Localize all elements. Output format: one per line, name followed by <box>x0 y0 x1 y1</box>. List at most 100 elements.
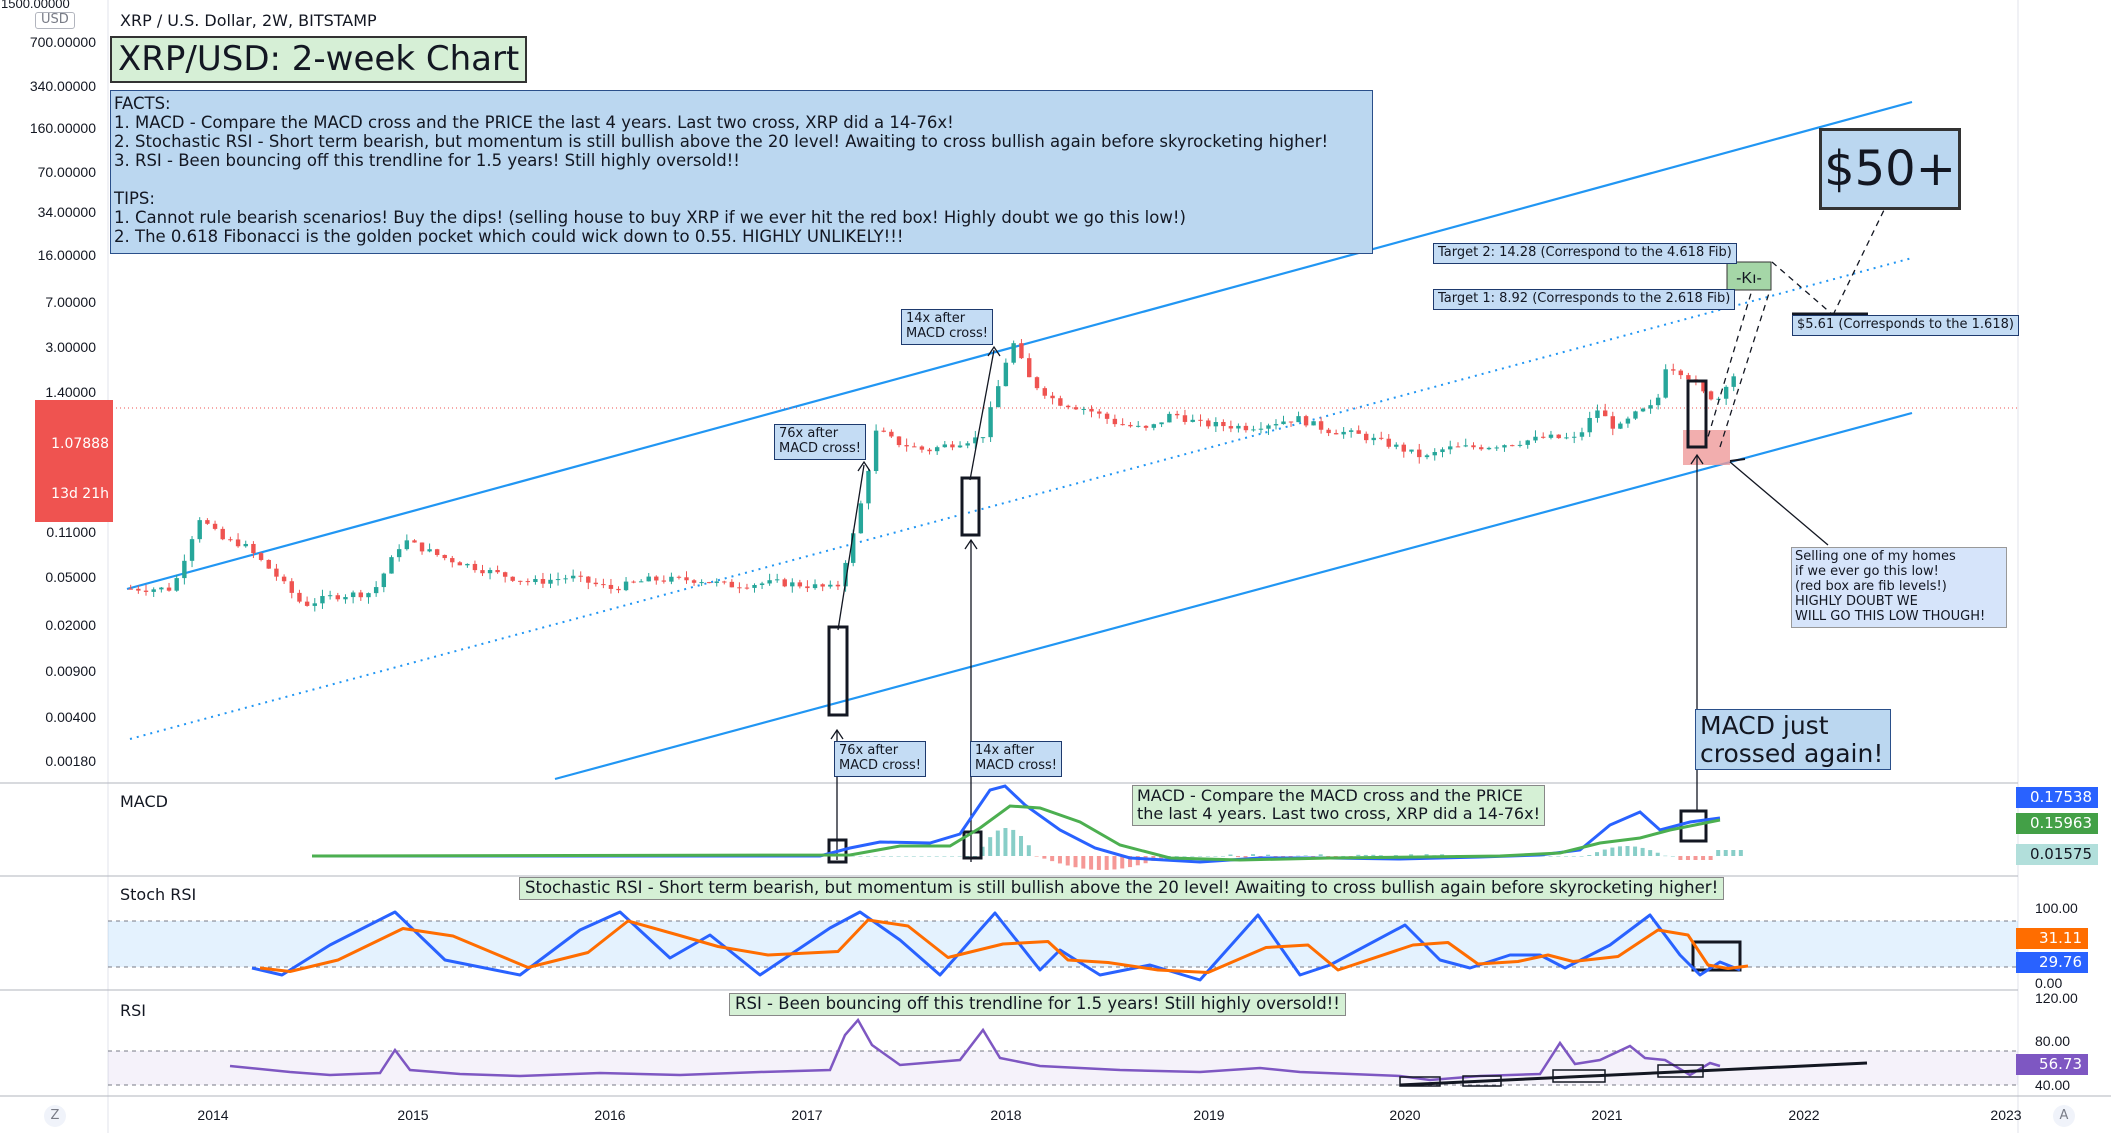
macd-pane-label[interactable]: MACD <box>120 792 168 811</box>
macd-histogram-bar <box>1104 856 1109 870</box>
candle-body <box>919 446 925 450</box>
candle-body <box>631 581 636 583</box>
candle-body <box>212 523 218 529</box>
candle-body <box>182 560 187 579</box>
candle-body <box>166 587 172 591</box>
time-axis-label: 2022 <box>1788 1107 1819 1123</box>
candle-body <box>412 540 417 543</box>
macd-value-tag: 0.17538 <box>2016 787 2098 809</box>
time-axis-label: 2015 <box>397 1107 428 1123</box>
candle-body <box>1533 436 1538 441</box>
macd-histogram-bar <box>1220 856 1225 857</box>
rsi-bounce-box <box>1462 1075 1502 1087</box>
macd-histogram-bar <box>1556 856 1561 857</box>
macd-note: MACD - Compare the MACD cross and the PR… <box>1132 785 1545 826</box>
time-axis-label: 2020 <box>1389 1107 1420 1123</box>
macd-histogram-bar <box>1281 856 1286 857</box>
candle-body <box>1440 449 1445 453</box>
candle-body <box>623 581 629 591</box>
macd-histogram-bar <box>1243 856 1248 858</box>
macd-histogram-bar <box>1440 854 1445 856</box>
candle-body <box>996 386 1001 408</box>
hist-value-tag: 0.01575 <box>2016 844 2098 866</box>
candle-body <box>1603 410 1608 417</box>
candle-body <box>1701 382 1706 392</box>
macd-histogram-bar <box>1393 855 1398 856</box>
stoch-axis-label: 0.00 <box>2035 975 2062 991</box>
macd-histogram-bar <box>1251 854 1256 856</box>
candle-body <box>1311 421 1316 426</box>
candle-body <box>480 570 485 574</box>
candle-body <box>289 581 294 593</box>
candle-body <box>1303 416 1309 426</box>
candle-body <box>1610 416 1616 429</box>
currency-label[interactable]: USD <box>35 12 75 29</box>
candle-body <box>828 584 833 587</box>
candle-body <box>586 576 591 583</box>
candle-body <box>601 584 606 586</box>
macd-histogram-bar <box>1205 856 1210 857</box>
last-price-tag[interactable]: 1.07888 13d 21h <box>35 400 113 522</box>
macd-histogram-bar <box>1003 828 1008 856</box>
candle-body <box>957 445 963 448</box>
candle-body <box>472 563 478 571</box>
rsi-pane-label[interactable]: RSI <box>120 1001 146 1020</box>
macd-histogram-bar <box>1190 856 1195 857</box>
macd-histogram-bar <box>1296 855 1301 857</box>
candle-body <box>1112 418 1118 425</box>
candle-body <box>820 584 825 587</box>
candle-body <box>1236 425 1241 429</box>
stoch-pane-label[interactable]: Stoch RSI <box>120 885 197 904</box>
arrow-head-icon <box>830 728 844 740</box>
candle-body <box>973 437 978 444</box>
rsi-bounce-box <box>1552 1069 1606 1083</box>
candle-body <box>1655 397 1661 406</box>
candle-body <box>843 562 848 587</box>
candle-body <box>563 578 568 580</box>
candle-body <box>1525 440 1530 445</box>
candle-body <box>1640 408 1646 412</box>
candle-body <box>1409 449 1414 452</box>
candle-body <box>258 553 264 560</box>
price-axis-label: 0.00900 <box>45 663 96 679</box>
candle-body <box>1151 424 1157 428</box>
time-axis-label: 2014 <box>197 1107 228 1123</box>
macd-histogram-bar <box>1701 856 1706 860</box>
macd-histogram-bar <box>1579 856 1584 857</box>
arrow-head-icon <box>1690 453 1704 465</box>
candle-body <box>487 570 493 574</box>
candle-body <box>189 539 195 561</box>
candle-body <box>1379 437 1384 439</box>
price-axis-label: 0.00400 <box>45 709 96 725</box>
candle-body <box>1548 434 1554 438</box>
projection-line-4 <box>1832 207 1886 316</box>
stoch-d-line <box>259 918 1749 974</box>
time-axis-label: 2018 <box>990 1107 1021 1123</box>
candle-body <box>714 581 719 583</box>
candle-body <box>143 590 149 592</box>
macd-histogram-bar <box>972 856 977 857</box>
candle-body <box>327 595 333 597</box>
price-axis-label: 0.11000 <box>46 524 96 540</box>
candle-body <box>457 562 463 566</box>
x76-diagonal-arrow <box>837 464 865 631</box>
candle-body <box>1058 398 1063 406</box>
candle-body <box>1486 447 1492 450</box>
candle-body <box>427 549 432 552</box>
candle-body <box>835 584 841 587</box>
auto-scale-button[interactable]: A <box>2053 1105 2075 1127</box>
zoom-button[interactable]: Z <box>44 1105 66 1127</box>
candle-body <box>1089 408 1094 412</box>
candle-body <box>684 577 689 581</box>
candle-body <box>1333 433 1339 435</box>
chart-annotation-title: XRP/USD: 2-week Chart <box>110 36 528 84</box>
candle-body <box>759 583 765 586</box>
macd-histogram-bar <box>1625 846 1630 856</box>
stoch-k-line <box>251 910 1741 982</box>
candle-body <box>1341 431 1346 435</box>
price-axis-label: 3.00000 <box>45 339 96 355</box>
candle-body <box>1228 426 1234 429</box>
macd-histogram-bar <box>988 837 993 856</box>
macd-signal-line <box>311 804 1721 862</box>
